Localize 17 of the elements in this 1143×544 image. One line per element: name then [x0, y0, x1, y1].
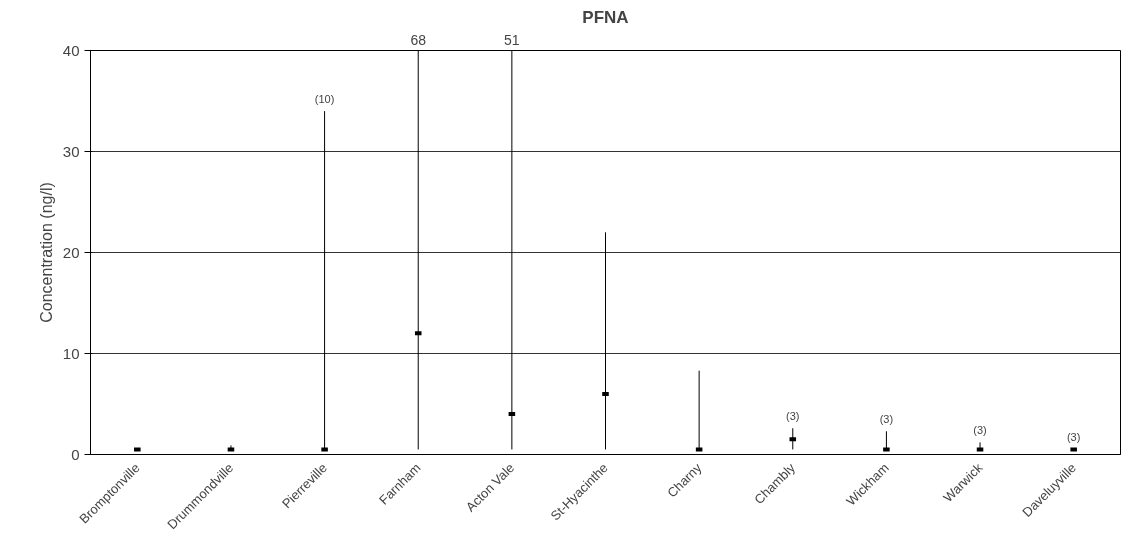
- y-tick-label: 40: [62, 41, 80, 59]
- point: [321, 447, 328, 452]
- y-tick-label: 20: [62, 243, 80, 261]
- annotation: (3): [786, 410, 800, 423]
- text: 51: [504, 31, 520, 48]
- y-axis-title: Concentration (ng/l): [37, 182, 55, 323]
- annotation: (3): [973, 424, 987, 437]
- annotation: (3): [1066, 431, 1081, 444]
- y-tick-label: 10: [62, 344, 80, 362]
- annotation: (10): [314, 93, 335, 106]
- annotation: (3): [879, 413, 894, 426]
- y-tick-label: 30: [62, 142, 80, 160]
- text: 68: [410, 31, 427, 48]
- chart-title: PFNA: [582, 7, 629, 27]
- point: [602, 391, 609, 396]
- y-tick-label: 0: [71, 445, 80, 463]
- point: [883, 447, 890, 452]
